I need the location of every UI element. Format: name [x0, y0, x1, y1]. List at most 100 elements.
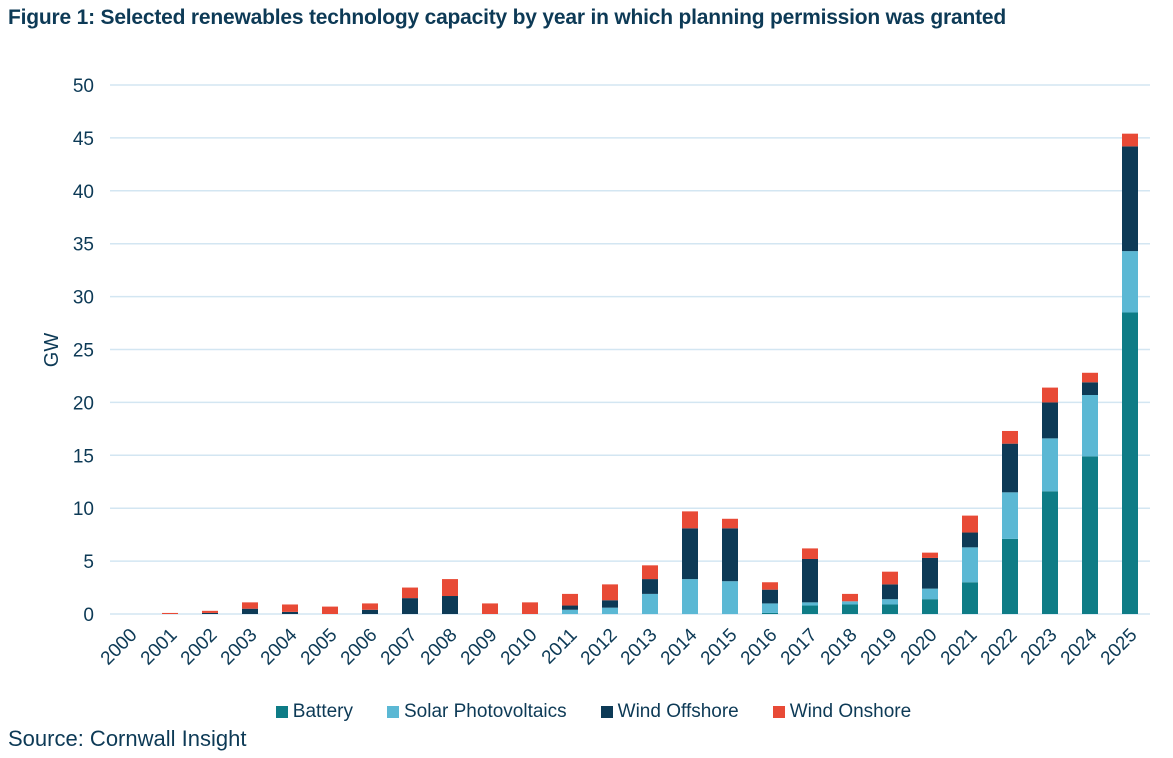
- legend-label: Wind Onshore: [789, 701, 912, 722]
- bar-solar-photovoltaics-2022: [1002, 492, 1018, 539]
- bar-wind-onshore-2020: [922, 552, 938, 558]
- x-tick-label: 2022: [977, 625, 1022, 670]
- x-tick-label: 2006: [337, 625, 382, 670]
- bar-battery-2025: [1122, 312, 1138, 614]
- legend-label: Wind Offshore: [617, 701, 739, 722]
- bar-battery-2018: [842, 604, 858, 614]
- x-tick-label: 2012: [577, 625, 622, 670]
- bar-wind-offshore-2019: [882, 584, 898, 600]
- bar-wind-onshore-2016: [762, 582, 778, 590]
- y-axis-ticks: 0 5 10 15 20 25 30 35 40 45 50: [73, 76, 94, 626]
- bar-solar-photovoltaics-2019: [882, 599, 898, 605]
- y-axis-label: GW: [41, 333, 63, 368]
- bar-wind-onshore-2024: [1082, 372, 1098, 383]
- bar-solar-photovoltaics-2024: [1082, 394, 1098, 457]
- x-tick-label: 2020: [897, 625, 942, 670]
- x-tick-label: 2008: [417, 625, 462, 670]
- bar-wind-offshore-2017: [802, 558, 818, 603]
- bar-solar-photovoltaics-2015: [722, 581, 738, 614]
- legend-item-solar-photovoltaics: Solar Photovoltaics: [387, 701, 567, 723]
- legend-label: Solar Photovoltaics: [404, 701, 567, 722]
- bar-wind-onshore-2010: [522, 602, 538, 614]
- bar-wind-onshore-2004: [282, 604, 298, 612]
- bar-wind-offshore-2023: [1042, 402, 1058, 439]
- bar-battery-2023: [1042, 491, 1058, 614]
- bar-solar-photovoltaics-2011: [562, 609, 578, 614]
- x-tick-label: 2019: [857, 625, 902, 670]
- bar-wind-offshore-2014: [682, 528, 698, 580]
- bar-wind-onshore-2007: [402, 587, 418, 599]
- bar-solar-photovoltaics-2013: [642, 593, 658, 614]
- bar-wind-offshore-2021: [962, 532, 978, 548]
- y-tick-label: 25: [73, 341, 94, 362]
- y-tick-label: 45: [73, 129, 94, 150]
- x-tick-label: 2017: [777, 625, 822, 670]
- y-tick-label: 35: [73, 235, 94, 256]
- y-tick-label: 0: [83, 605, 94, 626]
- x-tick-label: 2011: [538, 625, 582, 669]
- x-tick-label: 2014: [657, 624, 702, 669]
- legend-item-battery: Battery: [275, 701, 353, 723]
- x-tick-label: 2010: [497, 625, 542, 670]
- x-tick-label: 2007: [377, 625, 422, 670]
- y-tick-label: 5: [83, 552, 94, 573]
- x-tick-label: 2002: [177, 625, 222, 670]
- bar-solar-photovoltaics-2014: [682, 579, 698, 614]
- bar-wind-offshore-2011: [562, 605, 578, 610]
- bar-battery-2016: [762, 612, 778, 614]
- bar-wind-offshore-2015: [722, 528, 738, 582]
- bar-wind-onshore-2022: [1002, 430, 1018, 444]
- bar-wind-onshore-2023: [1042, 387, 1058, 403]
- legend-item-wind-onshore: Wind Onshore: [772, 701, 912, 723]
- x-tick-label: 2016: [737, 625, 782, 670]
- source-note: Source: Cornwall Insight: [8, 726, 247, 751]
- x-tick-label: 2021: [937, 625, 982, 670]
- bar-wind-onshore-2008: [442, 579, 458, 597]
- legend-swatch: [600, 706, 613, 718]
- bar-wind-onshore-2006: [362, 603, 378, 610]
- x-tick-label: 2009: [457, 625, 502, 670]
- bar-wind-offshore-2022: [1002, 443, 1018, 493]
- bar-solar-photovoltaics-2025: [1122, 251, 1138, 313]
- x-tick-label: 2013: [617, 625, 662, 670]
- bar-wind-onshore-2015: [722, 518, 738, 529]
- y-tick-label: 40: [73, 182, 94, 203]
- bar-wind-onshore-2003: [242, 602, 258, 609]
- x-tick-label: 2000: [97, 625, 142, 670]
- bars: [162, 133, 1138, 614]
- bar-solar-photovoltaics-2012: [602, 607, 618, 614]
- bar-wind-offshore-2020: [922, 557, 938, 589]
- bar-battery-2019: [882, 604, 898, 614]
- bar-wind-offshore-2007: [402, 598, 418, 614]
- bar-solar-photovoltaics-2016: [762, 603, 778, 613]
- bar-wind-onshore-2025: [1122, 133, 1138, 147]
- x-tick-label: 2015: [697, 625, 742, 670]
- bar-wind-onshore-2018: [842, 593, 858, 602]
- bar-wind-offshore-2002: [202, 612, 218, 614]
- legend-label: Battery: [292, 701, 353, 722]
- bar-solar-photovoltaics-2018: [842, 601, 858, 605]
- x-tick-label: 2001: [137, 625, 182, 670]
- bar-wind-offshore-2003: [242, 608, 258, 614]
- chart-title: Figure 1: Selected renewables technology…: [8, 6, 1007, 29]
- bar-wind-onshore-2014: [682, 511, 698, 529]
- legend-swatch: [275, 706, 288, 718]
- bar-solar-photovoltaics-2020: [922, 588, 938, 600]
- bar-solar-photovoltaics-2021: [962, 547, 978, 583]
- x-tick-label: 2023: [1017, 625, 1062, 670]
- x-tick-label: 2005: [297, 625, 342, 670]
- y-tick-label: 30: [73, 288, 94, 309]
- bar-wind-offshore-2024: [1082, 382, 1098, 395]
- bar-battery-2022: [1002, 538, 1018, 614]
- y-tick-label: 20: [73, 393, 94, 414]
- bar-wind-onshore-2005: [322, 606, 338, 614]
- bar-wind-onshore-2011: [562, 593, 578, 606]
- bar-wind-onshore-2009: [482, 603, 498, 614]
- x-axis-ticks: 2000200120022003200420052006200720082009…: [97, 624, 1142, 669]
- y-tick-label: 10: [73, 499, 94, 520]
- bar-wind-onshore-2019: [882, 571, 898, 585]
- bar-solar-photovoltaics-2023: [1042, 438, 1058, 492]
- bar-wind-offshore-2008: [442, 596, 458, 614]
- bar-battery-2020: [922, 599, 938, 614]
